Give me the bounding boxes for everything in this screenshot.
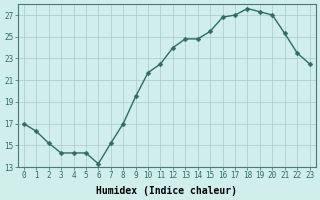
X-axis label: Humidex (Indice chaleur): Humidex (Indice chaleur) (96, 186, 237, 196)
